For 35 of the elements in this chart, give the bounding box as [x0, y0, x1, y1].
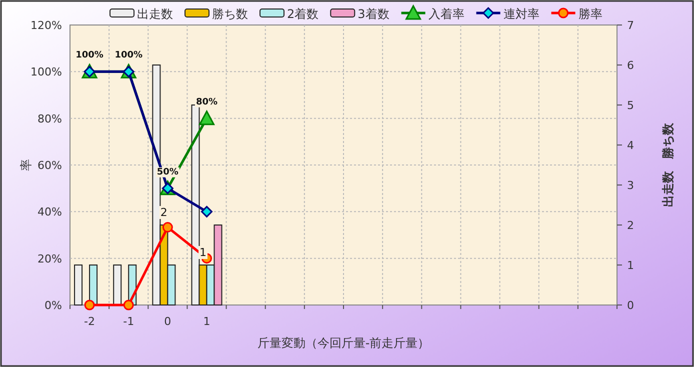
y2-tick-label: 7	[627, 19, 634, 32]
data-label: 80%	[196, 97, 218, 108]
y2-tick-label: 0	[627, 299, 634, 312]
x-tick-label: 1	[203, 315, 210, 328]
legend-label: 勝ち数	[212, 7, 248, 21]
data-label: 1	[200, 246, 206, 259]
y2-tick-label: 6	[627, 59, 634, 72]
y-tick-label: 0%	[44, 299, 62, 312]
data-label: 2	[160, 206, 168, 219]
x-tick-label: -2	[84, 315, 96, 328]
x-tick-label: -1	[123, 315, 134, 328]
y2-tick-label: 1	[627, 259, 634, 272]
y-tick-label: 100%	[30, 66, 62, 79]
y-tick-label: 120%	[30, 19, 62, 32]
y-axis-title: 率	[19, 159, 33, 171]
legend-label: 勝率	[578, 7, 602, 21]
data-label: 50%	[156, 167, 178, 178]
y-tick-label: 80%	[38, 112, 62, 126]
y2-axis-title: 出走数 勝ち数	[661, 122, 675, 207]
y-tick-label: 40%	[38, 206, 62, 219]
legend-label: 2着数	[287, 7, 319, 21]
y2-tick-label: 2	[627, 219, 634, 232]
x-axis-title: 斤量変動（今回斤量-前走斤量）	[257, 336, 430, 350]
legend-label: 連対率	[503, 7, 540, 21]
y2-tick-label: 3	[627, 179, 634, 192]
y-tick-label: 60%	[38, 159, 62, 172]
y-tick-label: 20%	[38, 252, 62, 266]
legend-label: 入着率	[428, 7, 464, 21]
legend-label: 出走数	[137, 7, 173, 21]
data-label: 100%	[114, 50, 143, 61]
legend-label: 3着数	[358, 7, 390, 21]
data-label: 100%	[76, 50, 104, 61]
y2-tick-label: 5	[627, 99, 634, 112]
y2-tick-label: 4	[627, 139, 634, 152]
x-tick-label: 0	[164, 315, 172, 328]
